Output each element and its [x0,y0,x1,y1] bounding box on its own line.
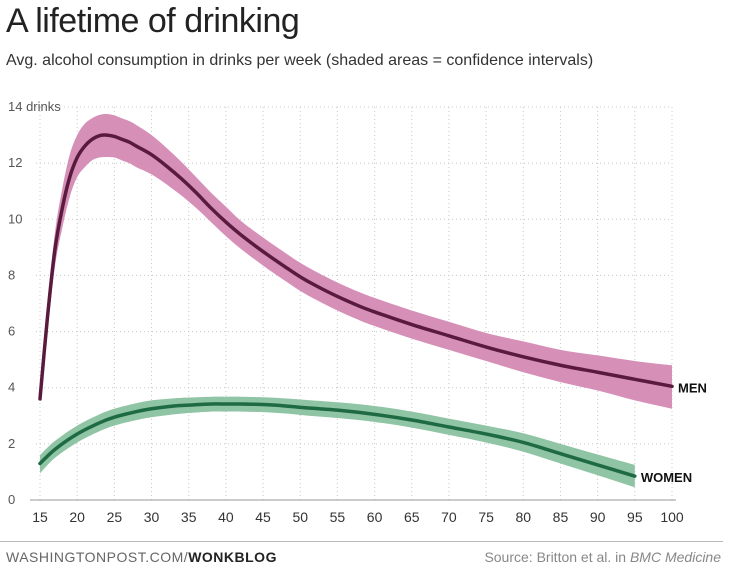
x-tick-label: 95 [627,509,643,525]
confidence-bands [40,113,672,488]
y-tick-label: 10 [8,211,22,226]
x-tick-label: 65 [404,509,420,525]
confidence-band-men [40,113,672,409]
axes: 0 2 4 6 8 10 12 14 drinks 15 20 25 30 35 40 45 50 55 60 65… [8,99,684,525]
x-tick-label: 80 [516,509,532,525]
y-tick-label: 2 [8,436,15,451]
series-label-women: WOMEN [641,470,692,485]
y-tick-label: 8 [8,267,15,282]
y-tick-label: 0 [8,492,15,507]
x-tick-label: 50 [292,509,308,525]
x-tick-label: 90 [590,509,606,525]
footer-site-text: WASHINGTONPOST.COM/ [6,549,189,565]
series-labels: MEN WOMEN [641,380,707,485]
footer-credit: Source: Britton et al. in BMC Medicine [484,549,721,565]
footer-divider [0,541,723,542]
y-tick-label: 4 [8,380,15,395]
x-tick-label: 35 [181,509,197,525]
x-tick-label: 60 [367,509,383,525]
series-line-men [38,133,674,401]
series-line-women [38,402,637,478]
x-tick-label: 30 [144,509,160,525]
x-tick-label: 40 [218,509,234,525]
y-tick-label: 6 [8,324,15,339]
x-tick-label: 100 [660,509,684,525]
footer-credit-prefix: Source: Britton et al. in [484,549,630,565]
y-tick-label: 12 [8,155,22,170]
y-tick-label: 14 drinks [8,99,61,114]
x-tick-label: 20 [69,509,85,525]
x-tick-label: 85 [553,509,569,525]
x-tick-label: 70 [441,509,457,525]
series-lines [38,133,674,478]
x-tick-label: 45 [255,509,271,525]
x-tick-label: 55 [330,509,346,525]
x-tick-label: 15 [32,509,48,525]
x-tick-label: 75 [478,509,494,525]
series-label-men: MEN [678,380,707,395]
footer-source-site[interactable]: WASHINGTONPOST.COM/WONKBLOG [6,549,277,565]
chart-subtitle: Avg. alcohol consumption in drinks per w… [6,52,594,69]
x-tick-label: 25 [107,509,123,525]
footer-blog-text: WONKBLOG [188,549,277,565]
chart-title: A lifetime of drinking [6,2,300,40]
footer-credit-journal: BMC Medicine [629,549,721,565]
